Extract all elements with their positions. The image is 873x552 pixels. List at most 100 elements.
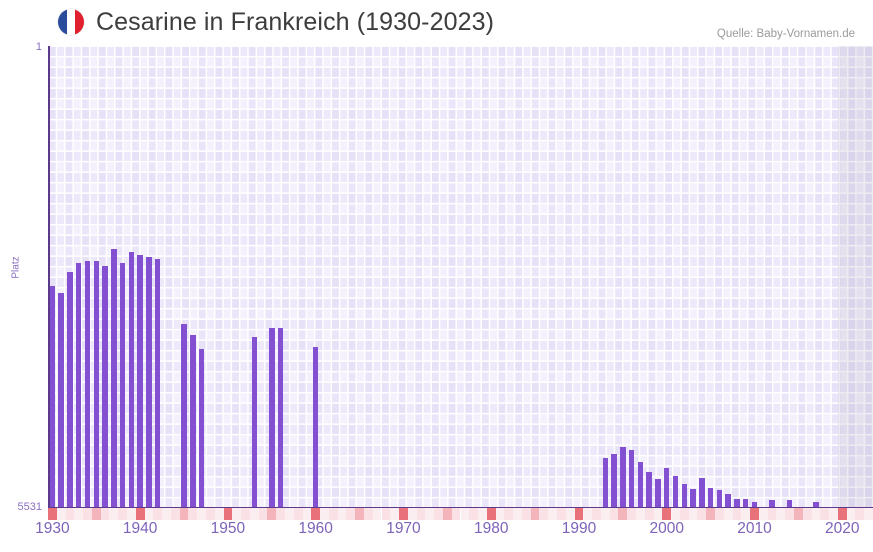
- y-axis-tick-bottom: 5531: [17, 501, 42, 513]
- bar: [655, 479, 661, 508]
- x-tick-mark: [399, 508, 408, 520]
- x-tick-mark: [478, 508, 487, 520]
- bar: [707, 487, 714, 508]
- bar-series: [48, 46, 873, 508]
- x-tick-mark: [565, 508, 575, 520]
- x-tick-mark: [732, 508, 742, 520]
- x-tick-mark: [205, 508, 215, 520]
- x-tick-mark: [636, 508, 645, 520]
- bar: [813, 502, 819, 508]
- x-tick-mark: [381, 508, 391, 520]
- x-tick-mark: [126, 508, 136, 520]
- y-axis-line: [48, 46, 50, 508]
- x-tick-mark: [785, 508, 794, 520]
- x-tick-mark: [697, 508, 707, 520]
- x-tick-mark: [425, 508, 435, 520]
- x-tick-mark: [583, 508, 593, 520]
- x-tick-label: 1940: [122, 520, 158, 537]
- y-axis-tick-top: 1: [35, 41, 42, 53]
- bar: [49, 285, 56, 508]
- x-tick-mark: [416, 508, 426, 520]
- bar: [58, 293, 64, 508]
- x-tick-mark: [592, 508, 601, 520]
- x-tick-mark: [513, 508, 522, 520]
- bar: [269, 328, 275, 508]
- bar: [93, 260, 99, 508]
- x-tick-mark: [715, 508, 724, 520]
- x-tick-mark: [557, 508, 566, 520]
- x-tick-mark: [469, 508, 479, 520]
- bar: [664, 467, 670, 508]
- x-tick-mark: [495, 508, 505, 520]
- x-tick-mark: [460, 508, 470, 520]
- x-tick-mark: [741, 508, 751, 520]
- x-tick-mark: [162, 508, 171, 520]
- x-tick-mark: [267, 508, 277, 520]
- x-tick-mark: [302, 508, 312, 520]
- bar: [137, 255, 143, 508]
- x-tick-mark: [390, 508, 400, 520]
- x-tick-mark: [284, 508, 294, 520]
- page-title: Cesarine in Frankreich (1930-2023): [96, 8, 495, 36]
- x-tick-mark: [74, 508, 84, 520]
- x-tick-label: 1970: [386, 520, 421, 537]
- x-tick-label: 1950: [210, 520, 246, 537]
- bar: [786, 500, 793, 508]
- bar: [734, 498, 740, 508]
- bar: [628, 449, 635, 508]
- x-tick-mark: [706, 508, 715, 520]
- bar: [75, 263, 82, 508]
- x-tick-mark: [820, 508, 830, 520]
- bar: [111, 248, 117, 508]
- x-tick-mark: [758, 508, 768, 520]
- x-tick-mark: [539, 508, 549, 520]
- x-tick-mark: [249, 508, 259, 520]
- x-tick-mark: [293, 508, 303, 520]
- bar: [119, 262, 126, 508]
- bar: [277, 328, 284, 508]
- x-tick-mark: [530, 508, 540, 520]
- source-label: Quelle: Baby-Vornamen.de: [716, 28, 855, 40]
- x-tick-mark: [750, 508, 759, 520]
- bar: [611, 454, 617, 508]
- x-tick-mark: [662, 508, 672, 520]
- x-tick-mark: [91, 508, 101, 520]
- x-tick-mark: [627, 508, 637, 520]
- x-tick-mark: [346, 508, 356, 520]
- x-tick-mark: [442, 508, 452, 520]
- x-tick-mark: [258, 508, 268, 520]
- bar: [67, 271, 73, 508]
- bar: [128, 252, 135, 508]
- x-tick-mark: [363, 508, 373, 520]
- x-tick-mark: [837, 508, 847, 520]
- x-tick-mark: [188, 508, 198, 520]
- x-tick-mark: [48, 508, 57, 520]
- x-tick-mark: [337, 508, 347, 520]
- x-tick-mark: [83, 508, 92, 520]
- x-tick-label: 1930: [35, 520, 70, 537]
- x-tick-mark: [144, 508, 154, 520]
- x-tick-label: 2010: [737, 520, 772, 537]
- bar: [743, 499, 749, 508]
- x-tick-mark: [214, 508, 224, 520]
- x-tick-mark: [794, 508, 803, 520]
- x-axis-line: [48, 506, 873, 509]
- x-tick-mark: [276, 508, 285, 520]
- x-tick-mark: [355, 508, 364, 520]
- bar: [190, 335, 196, 508]
- bar: [681, 483, 688, 508]
- x-axis-tickmarks: [48, 508, 873, 520]
- bar: [84, 261, 91, 508]
- x-tick-mark: [451, 508, 461, 520]
- bar: [198, 349, 205, 508]
- x-tick-mark: [864, 508, 873, 520]
- bar: [725, 493, 731, 508]
- x-tick-mark: [802, 508, 812, 520]
- x-tick-mark: [56, 508, 66, 520]
- bar: [637, 461, 644, 508]
- bar: [620, 447, 626, 508]
- x-tick-mark: [855, 508, 865, 520]
- x-tick-mark: [574, 508, 584, 520]
- x-tick-mark: [241, 508, 250, 520]
